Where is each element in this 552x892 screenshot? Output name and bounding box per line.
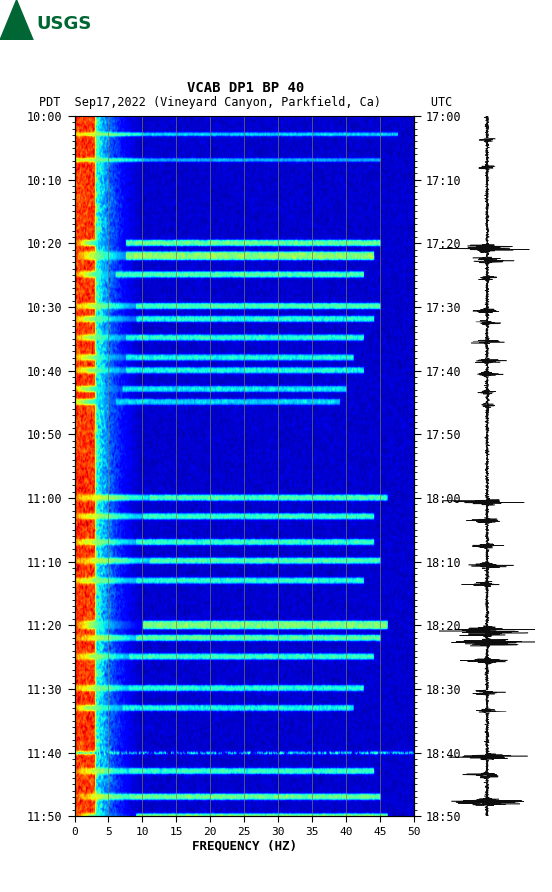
Text: PDT  Sep17,2022 (Vineyard Canyon, Parkfield, Ca)       UTC: PDT Sep17,2022 (Vineyard Canyon, Parkfie…	[39, 95, 452, 109]
Text: VCAB DP1 BP 40: VCAB DP1 BP 40	[187, 81, 304, 95]
Text: USGS: USGS	[36, 15, 92, 33]
Polygon shape	[0, 0, 33, 40]
X-axis label: FREQUENCY (HZ): FREQUENCY (HZ)	[192, 839, 297, 853]
